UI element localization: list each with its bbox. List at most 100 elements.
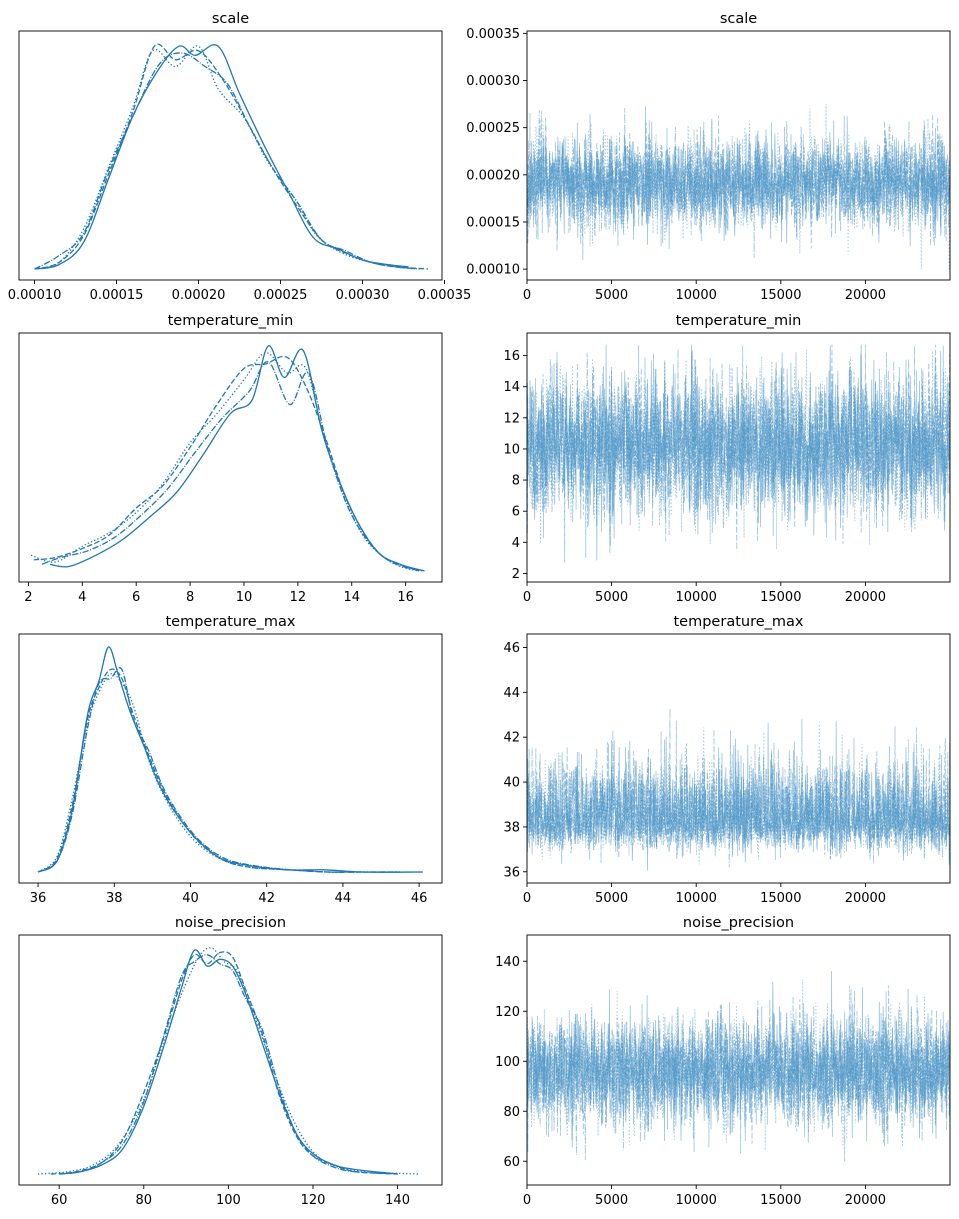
x-tick-label: 15000: [760, 288, 801, 303]
axes-frame: [18, 934, 443, 1186]
y-tick-label: 16: [503, 349, 520, 364]
kde-curve-chain-3: [37, 947, 419, 1175]
x-tick-label: 15000: [760, 590, 801, 605]
plot-area: [37, 947, 419, 1175]
trace-line-chain-4: [527, 985, 950, 1162]
x-tick-label: 80: [136, 1193, 153, 1208]
plot-area: [527, 344, 950, 563]
x-tick-label: 0.00020: [172, 288, 226, 303]
x-tick-label: 140: [385, 1193, 410, 1208]
panel-8: noise_precision 0 5000 10000 15000 20000 60 80 1…: [495, 915, 951, 1208]
kde-curve-chain-3: [30, 352, 420, 572]
plot-area: [34, 43, 429, 270]
x-tick-label: 100: [216, 1193, 241, 1208]
x-tick-label: 0.00010: [8, 288, 62, 303]
x-tick-label: 2: [24, 590, 32, 605]
trace-line-chain-3: [527, 349, 950, 550]
axes-frame: [526, 934, 951, 1186]
x-tick-label: 0.00015: [90, 288, 144, 303]
x-tick-label: 0: [523, 891, 531, 906]
y-tick-label: 38: [503, 820, 520, 835]
kde-curve-chain-1: [37, 646, 423, 873]
panel-title: noise_precision: [175, 915, 286, 931]
plot-area: [527, 708, 950, 871]
x-tick-label: 42: [258, 891, 275, 906]
y-tick-label: 140: [495, 955, 520, 970]
y-tick-label: 4: [512, 536, 520, 551]
y-tick-label: 2: [512, 567, 520, 582]
y-tick-label: 0.00010: [466, 263, 520, 278]
y-tick-label: 0.00030: [466, 74, 520, 89]
panel-title: scale: [720, 11, 757, 27]
x-tick-label: 8: [186, 590, 194, 605]
x-tick-label: 46: [411, 891, 428, 906]
y-tick-label: 36: [503, 865, 520, 880]
y-tick-label: 100: [495, 1055, 520, 1070]
x-tick-label: 36: [30, 891, 47, 906]
kde-curve-chain-1: [59, 949, 398, 1175]
kde-curve-chain-4: [37, 667, 401, 873]
y-tick-label: 120: [495, 1005, 520, 1020]
kde-curve-chain-3: [37, 673, 401, 873]
axes-frame: [526, 332, 951, 583]
x-tick-label: 120: [301, 1193, 326, 1208]
kde-curve-chain-2: [34, 43, 429, 270]
panel-2: scale 0 5000 10000 15000 20000 0.00010 0.00015 0…: [466, 11, 951, 303]
x-tick-label: 0.00030: [336, 288, 390, 303]
x-tick-label: 10000: [676, 891, 717, 906]
plot-area: [527, 104, 950, 270]
kde-curve-chain-3: [34, 45, 415, 270]
kde-curve-chain-2: [50, 951, 398, 1175]
kde-curve-chain-4: [59, 954, 398, 1175]
panel-5: temperature_max 36 38 40 42 44 46: [18, 614, 443, 906]
x-tick-label: 44: [335, 891, 352, 906]
x-tick-label: 0.00025: [254, 288, 308, 303]
y-tick-label: 40: [503, 776, 520, 791]
x-tick-label: 0: [523, 288, 531, 303]
x-tick-label: 15000: [760, 1193, 801, 1208]
y-tick-label: 0.00025: [466, 121, 520, 136]
axes-frame: [18, 30, 443, 281]
y-tick-label: 6: [512, 505, 520, 520]
panel-title: scale: [212, 11, 249, 27]
panel-3: temperature_min 2 4 6 8 10 12 14 16: [18, 313, 443, 605]
panel-title: noise_precision: [683, 915, 794, 931]
x-tick-label: 0: [523, 590, 531, 605]
y-tick-label: 42: [503, 731, 520, 746]
x-tick-label: 5000: [595, 590, 628, 605]
x-tick-label: 12: [290, 590, 307, 605]
x-tick-label: 20000: [845, 1193, 886, 1208]
panel-4: temperature_min 0 5000 10000 15000 20000 2 4 6 8 1…: [503, 313, 951, 605]
x-tick-label: 20000: [845, 288, 886, 303]
x-tick-label: 0: [523, 1193, 531, 1208]
x-tick-label: 10000: [676, 1193, 717, 1208]
y-tick-label: 0.00015: [466, 215, 520, 230]
kde-curve-chain-1: [34, 44, 409, 270]
axes-frame: [18, 633, 443, 884]
panel-title: temperature_min: [676, 313, 802, 329]
x-tick-label: 10: [236, 590, 253, 605]
kde-curve-chain-4: [41, 361, 422, 572]
y-tick-label: 10: [503, 442, 520, 457]
y-tick-label: 8: [512, 474, 520, 489]
y-tick-label: 12: [503, 411, 520, 426]
x-tick-label: 16: [397, 590, 414, 605]
y-tick-label: 0.00020: [466, 168, 520, 183]
y-tick-label: 46: [503, 641, 520, 656]
x-tick-label: 4: [78, 590, 86, 605]
x-tick-label: 5000: [595, 891, 628, 906]
panel-title: temperature_max: [166, 614, 296, 630]
x-tick-label: 14: [343, 590, 360, 605]
y-tick-label: 44: [503, 686, 520, 701]
plot-area: [37, 646, 423, 873]
x-tick-label: 5000: [595, 1193, 628, 1208]
x-tick-label: 20000: [845, 891, 886, 906]
trace-line-chain-3: [527, 979, 950, 1151]
x-tick-label: 38: [106, 891, 123, 906]
kde-curve-chain-1: [49, 345, 425, 572]
plot-area: [30, 345, 425, 572]
y-tick-label: 14: [503, 380, 520, 395]
kde-curve-chain-2: [37, 668, 401, 873]
panel-6: temperature_max 0 5000 10000 15000 20000 36 38 4…: [503, 614, 951, 906]
